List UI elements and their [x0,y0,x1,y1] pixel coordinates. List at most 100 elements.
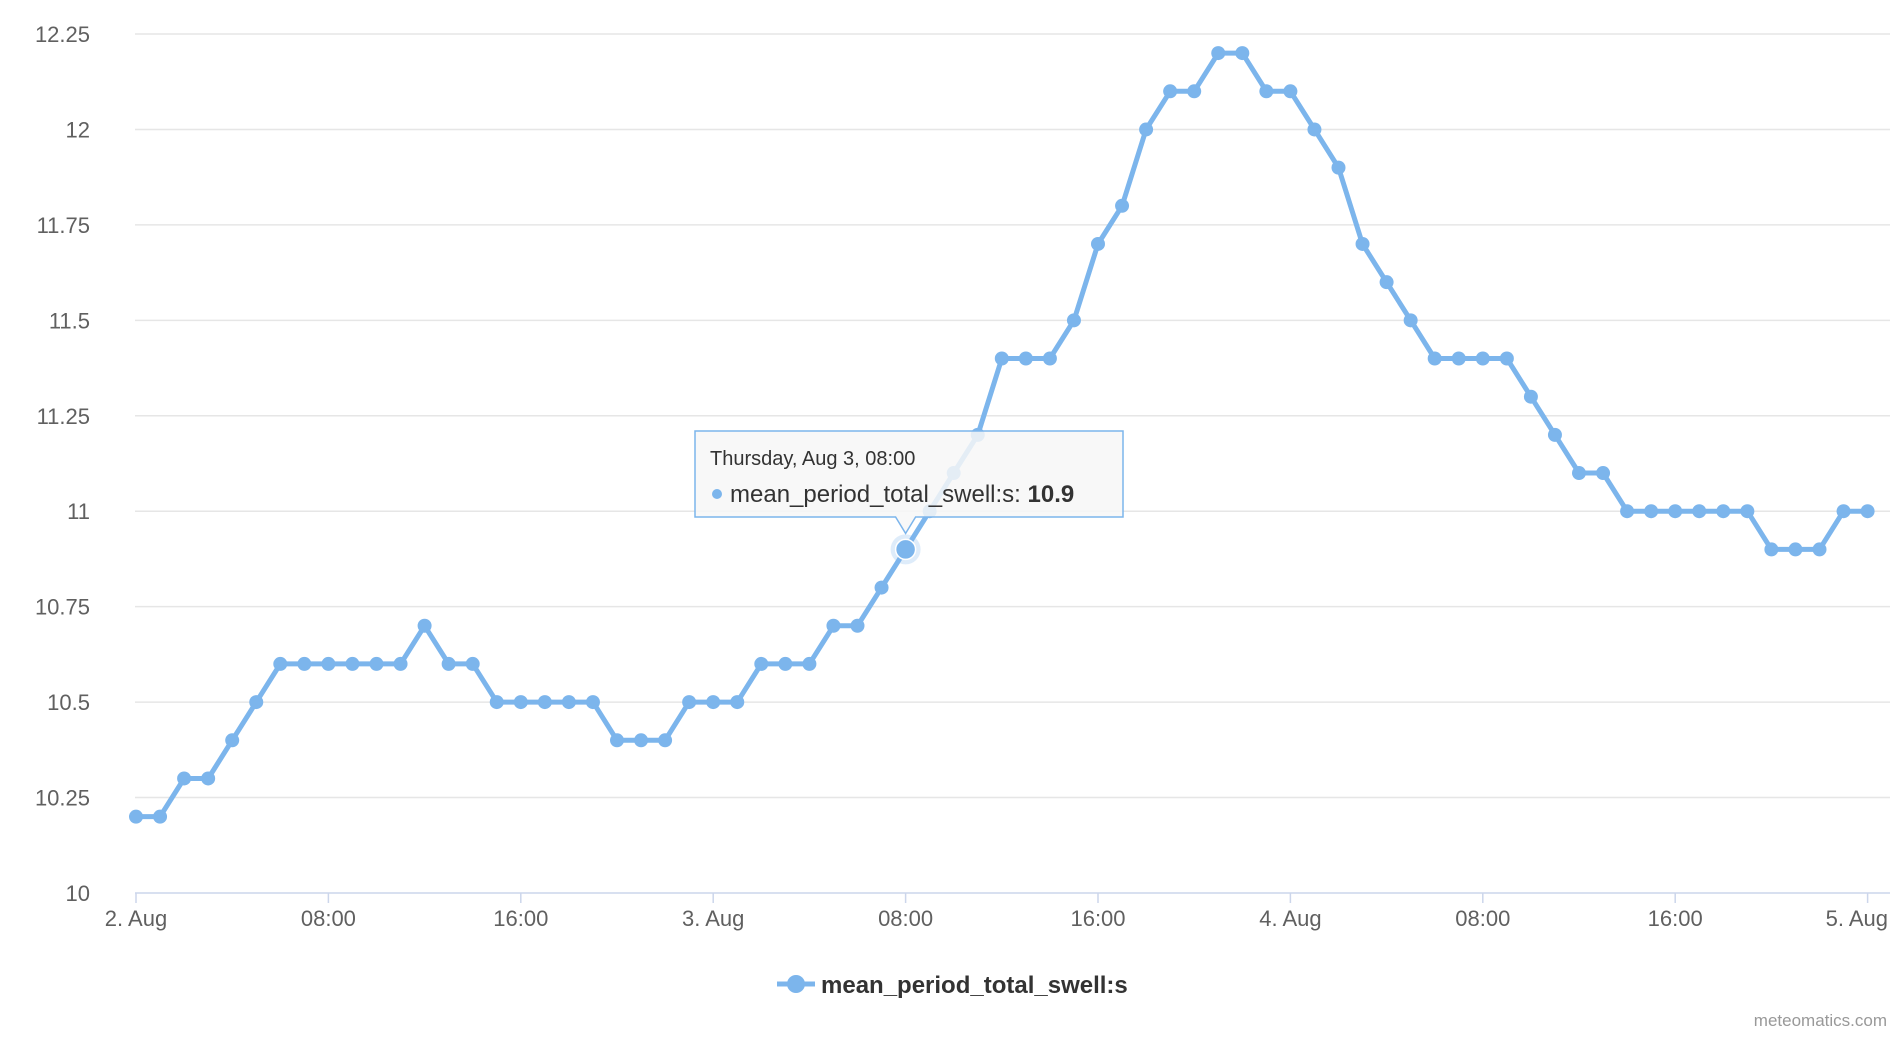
data-point[interactable] [1331,160,1346,175]
data-point[interactable] [1283,84,1298,99]
x-tick-label: 08:00 [301,906,356,931]
data-point[interactable] [585,695,600,710]
data-point[interactable] [826,618,841,633]
data-point[interactable] [1764,542,1779,557]
data-point[interactable] [994,351,1009,366]
y-tick-label: 10.75 [35,595,90,620]
y-tick-label: 12.25 [35,22,90,47]
data-point[interactable] [1572,466,1586,481]
data-point[interactable] [297,656,312,671]
data-point[interactable] [1091,236,1105,251]
data-point[interactable] [802,656,817,671]
data-point[interactable] [1403,313,1418,328]
y-tick-label: 11.25 [37,404,90,429]
data-point[interactable] [1163,84,1178,99]
data-point[interactable] [321,656,336,671]
data-point[interactable] [1259,84,1274,99]
tooltip-series-label: mean_period_total_swell:s: [730,481,1028,508]
data-point[interactable] [1139,122,1154,137]
data-point[interactable] [1788,542,1803,557]
tooltip: Thursday, Aug 3, 08:00 mean_period_total… [694,430,1124,535]
data-point[interactable] [1066,313,1081,328]
data-point[interactable] [730,695,745,710]
legend[interactable]: mean_period_total_swell:s [777,972,1128,999]
data-point[interactable] [1596,466,1611,481]
data-point[interactable] [273,656,288,671]
data-point[interactable] [706,695,721,710]
data-point[interactable] [1211,46,1226,61]
y-tick-label: 11.5 [49,308,90,333]
y-tick-label: 10.25 [35,786,90,811]
data-point[interactable] [513,695,528,710]
data-point[interactable] [1115,198,1130,213]
data-point[interactable] [561,695,576,710]
x-tick-label: 16:00 [493,906,548,931]
legend-marker-icon [787,975,805,993]
data-point[interactable] [393,656,408,671]
tooltip-header: Thursday, Aug 3, 08:00 [710,448,915,470]
y-tick-label: 11 [67,499,90,524]
data-point[interactable] [1860,504,1875,519]
data-point[interactable] [682,695,697,710]
data-point[interactable] [1187,84,1202,99]
data-point[interactable] [129,809,143,824]
data-point[interactable] [1836,504,1851,519]
data-point[interactable] [850,618,865,633]
data-point[interactable] [1379,275,1394,290]
tooltip-value: 10.9 [1028,481,1075,508]
data-point[interactable] [1812,542,1827,557]
x-tick-label: 5. Aug [1826,906,1888,931]
x-tick-label: 16:00 [1648,906,1703,931]
legend-label: mean_period_total_swell:s [821,972,1128,999]
data-point[interactable] [1668,504,1683,519]
y-tick-label: 12 [66,117,90,142]
data-point[interactable] [1692,504,1707,519]
data-point[interactable] [249,695,264,710]
data-point[interactable] [369,656,384,671]
data-point[interactable] [610,733,624,748]
data-point[interactable] [201,771,216,786]
series-group [129,46,1875,824]
x-tick-label: 08:00 [878,906,933,931]
data-point[interactable] [1547,427,1562,442]
data-point[interactable] [177,771,192,786]
data-point[interactable] [1499,351,1514,366]
data-point[interactable] [894,538,917,561]
data-point[interactable] [1523,389,1538,404]
x-tick-label: 2. Aug [105,906,167,931]
data-point[interactable] [1620,504,1635,519]
y-tick-label: 11.75 [37,213,90,238]
tooltip-box [694,430,1124,535]
data-point[interactable] [1307,122,1322,137]
data-point[interactable] [489,695,504,710]
y-axis: 10 10.25 10.5 10.75 11 11.25 11.5 11.75 12 12.25 [35,22,90,906]
data-point[interactable] [1716,504,1731,519]
x-tick-label: 08:00 [1455,906,1510,931]
data-point[interactable] [1740,504,1755,519]
data-point[interactable] [658,733,673,748]
credits-link[interactable]: meteomatics.com [1754,1011,1887,1030]
data-point[interactable] [1018,351,1033,366]
data-point[interactable] [345,656,360,671]
data-point[interactable] [874,580,889,595]
data-point[interactable] [1451,351,1466,366]
x-tick-label: 3. Aug [682,906,744,931]
data-point[interactable] [778,656,793,671]
data-point[interactable] [153,809,168,824]
data-point[interactable] [441,656,456,671]
data-point[interactable] [225,733,240,748]
data-point[interactable] [417,618,432,633]
data-point[interactable] [537,695,552,710]
data-point[interactable] [754,656,769,671]
y-tick-label: 10.5 [47,690,90,715]
data-point[interactable] [1042,351,1057,366]
data-point[interactable] [1644,504,1659,519]
data-point[interactable] [634,733,649,748]
data-point[interactable] [1475,351,1490,366]
data-point[interactable] [1355,236,1370,251]
data-point[interactable] [465,656,480,671]
x-tick-label: 16:00 [1070,906,1125,931]
data-point[interactable] [1235,46,1250,61]
data-point[interactable] [1427,351,1442,366]
